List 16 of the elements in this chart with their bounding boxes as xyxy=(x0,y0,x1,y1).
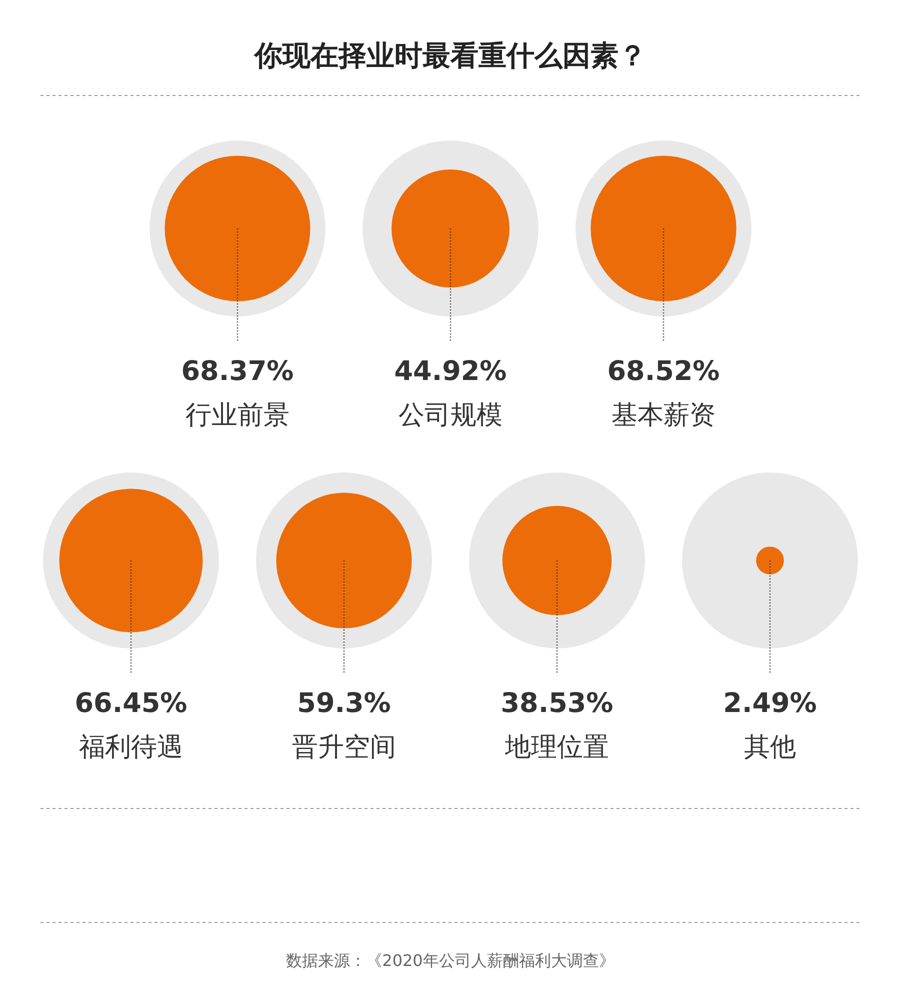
data-label: 2.49% xyxy=(723,688,817,719)
category-label: 公司规模 xyxy=(398,400,502,430)
category-label: 地理位置 xyxy=(504,732,609,762)
data-label: 68.52% xyxy=(607,356,720,387)
source-note: 数据来源：《2020年公司人薪酬福利大调查》 xyxy=(286,951,615,970)
data-label: 44.92% xyxy=(394,356,507,387)
data-label: 66.45% xyxy=(74,688,188,719)
category-label: 行业前景 xyxy=(186,400,290,430)
text: 你现在择业时最看重什么因素？ xyxy=(252,39,646,72)
data-label: 38.53% xyxy=(500,688,614,719)
category-label: 其他 xyxy=(744,732,796,762)
data-label: 68.37% xyxy=(181,356,294,387)
category-label: 基本薪资 xyxy=(612,400,716,430)
data-label: 59.3% xyxy=(297,688,391,719)
category-label: 福利待遇 xyxy=(79,732,183,762)
category-label: 晋升空间 xyxy=(292,732,396,762)
